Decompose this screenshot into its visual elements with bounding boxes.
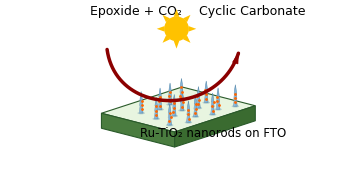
Polygon shape	[168, 109, 169, 125]
Polygon shape	[233, 53, 238, 64]
Ellipse shape	[137, 112, 145, 114]
Polygon shape	[172, 100, 173, 116]
Polygon shape	[175, 106, 255, 147]
Polygon shape	[204, 81, 208, 103]
Polygon shape	[211, 98, 212, 115]
Polygon shape	[174, 9, 179, 17]
Polygon shape	[211, 93, 215, 115]
Text: Epoxide + CO₂: Epoxide + CO₂	[90, 5, 182, 18]
Polygon shape	[186, 101, 190, 122]
Polygon shape	[172, 94, 176, 116]
Polygon shape	[162, 35, 170, 43]
Ellipse shape	[232, 105, 239, 108]
Polygon shape	[158, 93, 159, 109]
Polygon shape	[216, 88, 220, 109]
Polygon shape	[197, 92, 198, 108]
Ellipse shape	[185, 121, 192, 124]
Polygon shape	[174, 41, 179, 49]
Polygon shape	[193, 101, 195, 117]
Polygon shape	[180, 84, 181, 100]
Polygon shape	[189, 26, 196, 32]
Polygon shape	[180, 89, 184, 110]
Ellipse shape	[214, 108, 222, 111]
Polygon shape	[101, 87, 255, 132]
Polygon shape	[101, 113, 175, 147]
Polygon shape	[154, 103, 155, 119]
Polygon shape	[154, 97, 158, 119]
Ellipse shape	[192, 115, 199, 118]
Polygon shape	[197, 87, 200, 108]
Ellipse shape	[166, 103, 174, 106]
Polygon shape	[183, 15, 191, 22]
Polygon shape	[139, 97, 140, 113]
Ellipse shape	[203, 101, 210, 104]
Polygon shape	[216, 93, 217, 109]
Polygon shape	[168, 88, 169, 105]
Ellipse shape	[178, 99, 185, 101]
Polygon shape	[157, 26, 164, 32]
Ellipse shape	[152, 118, 160, 120]
Polygon shape	[168, 83, 172, 105]
Polygon shape	[233, 90, 235, 106]
Polygon shape	[233, 85, 237, 106]
Polygon shape	[180, 94, 181, 110]
Text: Cyclic Carbonate: Cyclic Carbonate	[199, 5, 305, 18]
Circle shape	[165, 17, 188, 40]
Polygon shape	[158, 88, 162, 109]
Ellipse shape	[166, 124, 173, 126]
Polygon shape	[183, 35, 191, 43]
Ellipse shape	[178, 109, 186, 112]
Ellipse shape	[209, 113, 216, 116]
Polygon shape	[162, 15, 170, 22]
Ellipse shape	[195, 107, 202, 109]
Polygon shape	[168, 104, 172, 125]
Polygon shape	[139, 91, 143, 113]
Text: Ru-TiO₂ nanorods on FTO: Ru-TiO₂ nanorods on FTO	[140, 127, 286, 140]
Polygon shape	[186, 106, 188, 122]
Polygon shape	[180, 78, 183, 100]
Ellipse shape	[156, 108, 164, 111]
Polygon shape	[204, 86, 205, 103]
Polygon shape	[193, 95, 197, 117]
Ellipse shape	[170, 115, 178, 117]
